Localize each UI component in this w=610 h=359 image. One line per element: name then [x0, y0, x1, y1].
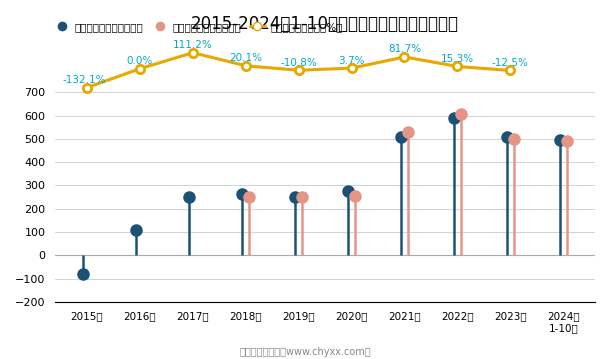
- Text: 0.0%: 0.0%: [127, 56, 153, 66]
- Text: -12.5%: -12.5%: [492, 58, 529, 68]
- Text: 111.2%: 111.2%: [173, 40, 213, 50]
- Legend: 利润总额累计値（亿元）, 营业利润累计値（亿元）, 利润总额累计增长（%）: 利润总额累计値（亿元）, 营业利润累计値（亿元）, 利润总额累计增长（%）: [49, 18, 347, 36]
- Text: 20.1%: 20.1%: [229, 53, 262, 64]
- Title: 2015-2024年1-10月甘肃省工业企业利润统计图: 2015-2024年1-10月甘肃省工业企业利润统计图: [191, 15, 459, 33]
- Text: -132.1%: -132.1%: [63, 75, 106, 85]
- Text: 3.7%: 3.7%: [339, 56, 365, 66]
- Text: 15.3%: 15.3%: [441, 54, 474, 64]
- Text: 制图：智研咍询（www.chyxx.com）: 制图：智研咍询（www.chyxx.com）: [239, 348, 371, 358]
- Text: -10.8%: -10.8%: [280, 58, 317, 68]
- Text: 81.7%: 81.7%: [388, 44, 421, 54]
